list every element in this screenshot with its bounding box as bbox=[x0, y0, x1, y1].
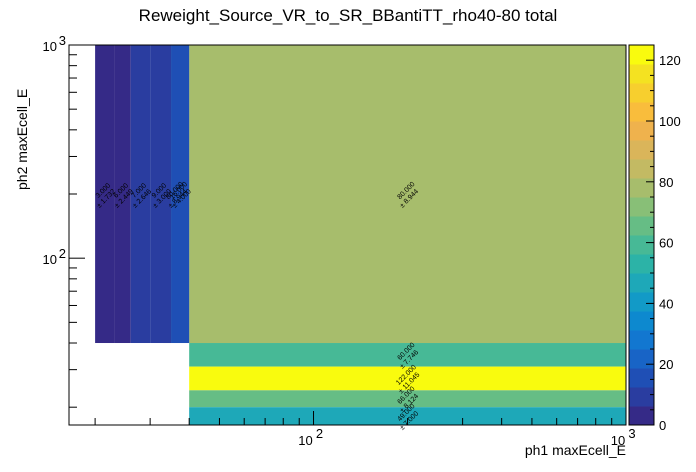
axes-layer: 10 2 10 310 210 3 bbox=[43, 33, 636, 448]
heatmap-cell bbox=[130, 45, 151, 344]
x-axis-label: ph1 maxEcell_E bbox=[524, 442, 626, 458]
colorbar-tick-label: 20 bbox=[659, 357, 673, 372]
y-tick-label: 10 bbox=[43, 39, 57, 54]
y-tick-exponent: 2 bbox=[59, 246, 66, 261]
heatmap-cell bbox=[189, 390, 627, 408]
x-tick-label: 10 bbox=[611, 433, 625, 448]
colorbar-bin bbox=[629, 178, 654, 198]
heatmap-cell bbox=[189, 343, 627, 367]
y-tick-exponent: 3 bbox=[59, 33, 66, 48]
colorbar-frame bbox=[628, 44, 655, 426]
colorbar-bin bbox=[629, 311, 654, 331]
x-tick-exponent: 2 bbox=[316, 426, 323, 441]
colorbar: 0 20 40 60 80 100 120 bbox=[628, 44, 681, 433]
colorbar-tick-label: 100 bbox=[659, 114, 681, 129]
heatmap-cell bbox=[114, 45, 131, 344]
heatmap-cell bbox=[189, 45, 627, 344]
colorbar-bin bbox=[629, 292, 654, 312]
colorbar-bin bbox=[629, 83, 654, 103]
heatmap-cell bbox=[95, 45, 115, 344]
heatmap-cell bbox=[189, 407, 627, 425]
colorbar-bin bbox=[629, 368, 654, 388]
colorbar-bin bbox=[629, 45, 654, 65]
heatmap-cell bbox=[189, 366, 627, 391]
x-tick-exponent: 3 bbox=[628, 426, 635, 441]
colorbar-tick-label: 40 bbox=[659, 296, 673, 311]
colorbar-tick-label: 0 bbox=[659, 418, 666, 433]
colorbar-tick-label: 80 bbox=[659, 175, 673, 190]
colorbar-bin bbox=[629, 235, 654, 255]
colorbar-bin bbox=[629, 330, 654, 350]
colorbar-bin bbox=[629, 197, 654, 217]
colorbar-bin bbox=[629, 159, 654, 179]
colorbar-tick-label: 60 bbox=[659, 236, 673, 251]
colorbar-tick-label: 120 bbox=[659, 53, 681, 68]
heatmap-cell bbox=[150, 45, 172, 344]
colorbar-bin bbox=[629, 140, 654, 160]
colorbar-bin bbox=[629, 216, 654, 236]
colorbar-bin bbox=[629, 254, 654, 274]
colorbar-bin bbox=[629, 349, 654, 369]
cells-layer bbox=[95, 45, 627, 425]
colorbar-bin bbox=[629, 102, 654, 122]
chart-title: Reweight_Source_VR_to_SR_BBantiTT_rho40-… bbox=[138, 6, 558, 25]
colorbar-bin bbox=[629, 273, 654, 293]
colorbar-bin bbox=[629, 406, 654, 426]
x-tick-label: 10 bbox=[298, 433, 312, 448]
colorbar-bin bbox=[629, 387, 654, 407]
heatmap-cell bbox=[171, 45, 190, 344]
colorbar-bin bbox=[629, 121, 654, 141]
plot-frame bbox=[68, 44, 627, 426]
y-tick-label: 10 bbox=[43, 252, 57, 267]
colorbar-bin bbox=[629, 64, 654, 84]
